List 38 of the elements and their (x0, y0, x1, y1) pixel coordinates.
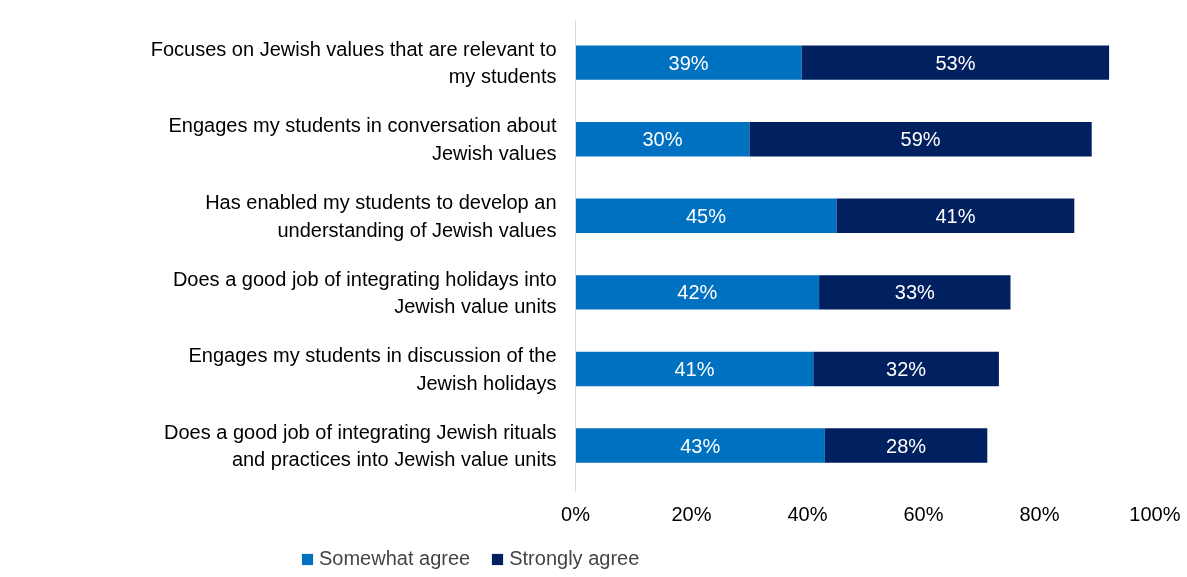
data-label: 42% (677, 281, 718, 304)
data-label: 33% (894, 281, 936, 304)
y-tick-label: Engages my students in discussion of the Jewish holidays (188, 344, 557, 394)
y-tick-label: Does a good job of integrating Jewish rituals and practices into Jewish value units (164, 420, 557, 471)
x-tick-label: 80% (1019, 502, 1060, 525)
y-tick-label: Engages my students in conversation about Jewish values (168, 114, 557, 164)
data-label: 28% (886, 434, 927, 457)
bar (836, 198, 1075, 234)
data-label: 39% (668, 51, 709, 74)
data-label: 43% (680, 434, 721, 457)
bar (575, 275, 820, 310)
bar (819, 275, 1011, 310)
x-tick-label: 60% (903, 502, 944, 525)
data-label: 41% (674, 357, 715, 380)
x-tick-label: 0% (561, 502, 591, 525)
x-tick-label: 20% (671, 502, 712, 525)
data-label: 32% (886, 357, 927, 380)
legend-label: Somewhat agree (319, 547, 471, 570)
bar (813, 351, 999, 387)
bar (749, 121, 1092, 157)
bar (575, 45, 802, 80)
data-label: 41% (935, 204, 976, 227)
bar (575, 198, 837, 234)
x-tick-label: 40% (787, 502, 828, 525)
bar (824, 428, 988, 463)
legend-label: Strongly agree (509, 547, 640, 570)
y-tick-label: Has enabled my students to develop an understanding of Jewish values (205, 191, 557, 241)
x-tick-label: 100% (1129, 502, 1181, 525)
bar (801, 45, 1110, 80)
data-label: 59% (900, 128, 941, 151)
bar (575, 121, 750, 157)
data-label: 53% (935, 51, 976, 74)
bar (575, 351, 814, 387)
data-label: 45% (685, 204, 727, 227)
bar (575, 428, 825, 463)
y-tick-label: Focuses on Jewish values that are relevant to my students (150, 37, 557, 88)
y-tick-label: Does a good job of integrating holidays into Jewish value units (172, 267, 557, 318)
data-label: 30% (642, 128, 683, 151)
